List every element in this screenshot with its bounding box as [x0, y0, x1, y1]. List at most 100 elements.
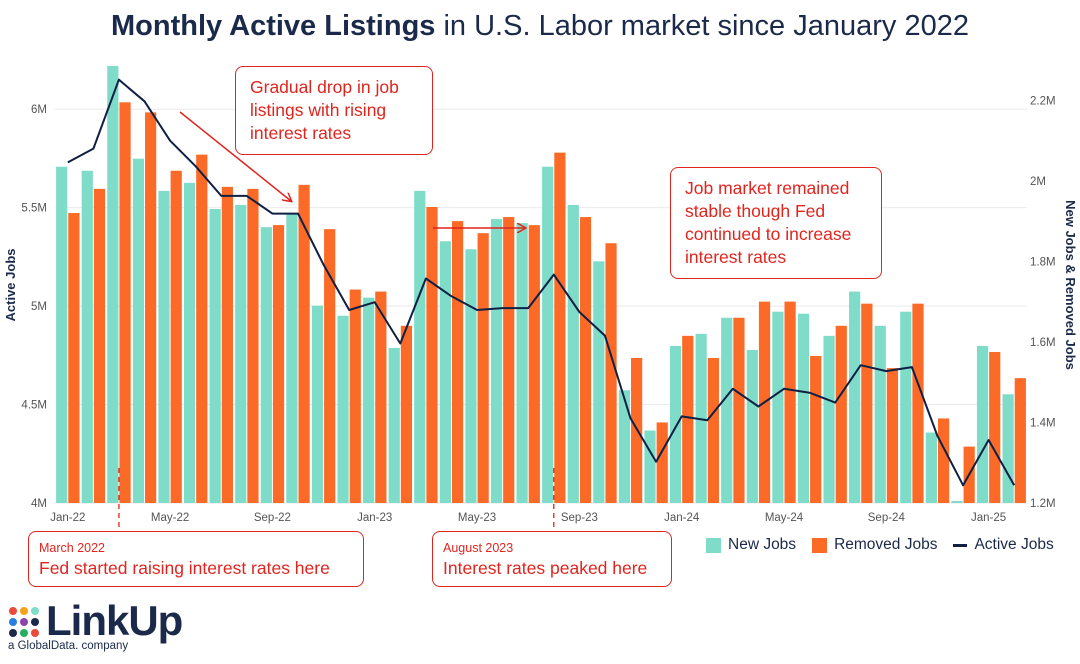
- removed-jobs-bar: [784, 301, 796, 503]
- removed-jobs-bar: [170, 170, 182, 503]
- march-2022-callout: March 2022 Fed started raising interest …: [28, 531, 364, 587]
- chart-title-rest: in U.S. Labor market since January 2022: [435, 10, 969, 42]
- legend: New Jobs Removed Jobs Active Jobs: [706, 536, 1054, 554]
- x-tick-label: Sep-22: [254, 512, 291, 524]
- x-tick-label: Sep-24: [868, 512, 906, 524]
- x-tick-label: Jan-23: [357, 512, 392, 524]
- new-jobs-bar: [183, 182, 196, 503]
- left-tick-label: 5.5M: [21, 203, 47, 215]
- removed-jobs-bar: [682, 335, 694, 503]
- legend-active-jobs: Active Jobs: [953, 536, 1054, 554]
- august-2023-callout: August 2023 Interest rates peaked here: [432, 531, 672, 587]
- removed-jobs-bar: [937, 418, 950, 503]
- legend-removed-jobs: Removed Jobs: [812, 536, 937, 554]
- chart-title-bold: Monthly Active Listings: [111, 10, 436, 42]
- new-jobs-bar: [669, 345, 682, 503]
- new-jobs-bar: [925, 432, 937, 503]
- new-jobs-bar: [1002, 394, 1014, 503]
- removed-jobs-bar: [400, 325, 413, 503]
- new-jobs-bar: [849, 291, 861, 503]
- right-tick-label: 1.2M: [1030, 498, 1056, 510]
- august-2023-date: August 2023: [443, 541, 514, 555]
- right-tick-label: 2.2M: [1030, 95, 1056, 107]
- removed-jobs-bar: [451, 221, 464, 503]
- new-jobs-bar: [593, 261, 605, 503]
- new-jobs-bar: [797, 313, 810, 503]
- new-jobs-bar: [209, 209, 221, 503]
- new-jobs-bar: [363, 297, 375, 503]
- brand-name: LinkUp: [46, 597, 183, 644]
- removed-jobs-bar: [221, 186, 233, 504]
- legend-active-jobs-label: Active Jobs: [974, 536, 1054, 553]
- new-jobs-bar: [158, 190, 170, 504]
- removed-jobs-bar: [247, 188, 259, 503]
- removed-jobs-bar: [68, 213, 80, 503]
- new-jobs-bar: [516, 223, 528, 503]
- new-jobs-bar: [976, 345, 989, 503]
- brand-tagline: a GlobalData. company: [8, 640, 129, 652]
- new-jobs-bar: [439, 241, 451, 503]
- chart-title: Monthly Active Listings in U.S. Labor ma…: [0, 10, 1080, 43]
- new-jobs-bar: [874, 325, 886, 503]
- new-jobs-bar: [542, 166, 554, 504]
- new-jobs-bar: [618, 390, 631, 503]
- new-jobs-bar: [951, 500, 963, 503]
- right-tick-label: 1.8M: [1030, 256, 1056, 268]
- linkup-dots-icon: [9, 607, 39, 637]
- new-jobs-bar: [746, 349, 758, 503]
- removed-jobs-bar: [503, 217, 515, 503]
- right-tick-label: 1.6M: [1030, 337, 1056, 349]
- x-tick-label: Sep-23: [561, 512, 598, 524]
- new-jobs-bar: [337, 315, 349, 503]
- left-axis-label: Active Jobs: [3, 249, 18, 322]
- removed-jobs-bar: [1014, 378, 1026, 503]
- removed-jobs-bar: [605, 243, 617, 503]
- new-jobs-bar: [721, 317, 733, 503]
- left-tick-label: 4.5M: [21, 400, 47, 412]
- x-tick-label: May-23: [458, 512, 496, 524]
- new-jobs-bar: [260, 227, 272, 503]
- left-tick-label: 5M: [31, 301, 47, 313]
- left-tick-label: 6M: [31, 104, 47, 116]
- new-jobs-bar: [81, 170, 93, 503]
- legend-new-jobs-label: New Jobs: [728, 536, 797, 553]
- new-jobs-bar: [567, 204, 579, 503]
- removed-jobs-bar: [835, 325, 847, 503]
- active-jobs-line: [67, 78, 1016, 487]
- x-tick-label: May-22: [151, 512, 189, 524]
- annotation-graphics: [118, 111, 555, 530]
- removed-jobs-bar: [93, 188, 106, 503]
- bars: [56, 66, 1026, 504]
- new-jobs-bar: [414, 190, 426, 504]
- removed-jobs-bar: [656, 422, 668, 503]
- stable-annotation: Job market remained stable though Fed co…: [670, 167, 882, 279]
- new-jobs-bar: [388, 347, 400, 503]
- x-tick-label: Jan-24: [664, 512, 700, 524]
- march-2022-date: March 2022: [39, 541, 106, 555]
- new-jobs-bar: [286, 213, 298, 503]
- removed-jobs-bar: [324, 229, 336, 504]
- axes: 4M 4.5M 5M 5.5M 6M 1.2M 1.4M 1.6M 1.8M 2M 2.2M Jan-…: [21, 95, 1055, 524]
- new-jobs-bar: [772, 311, 784, 503]
- removed-jobs-bar: [886, 368, 899, 503]
- removed-jobs-bar: [477, 233, 489, 503]
- new-jobs-bar: [107, 66, 119, 504]
- active-jobs-line-layer: [67, 78, 1016, 487]
- new-jobs-bar: [56, 166, 68, 504]
- removed-jobs-bar: [349, 289, 361, 503]
- new-jobs-bar: [132, 158, 145, 503]
- right-tick-label: 2M: [1030, 176, 1046, 188]
- removed-jobs-bar: [145, 112, 157, 503]
- right-axis-label: New Jobs & Removed Jobs: [1063, 200, 1078, 370]
- new-jobs-bar: [465, 249, 477, 503]
- new-jobs-bar: [823, 335, 835, 503]
- new-jobs-bar: [644, 430, 656, 503]
- x-tick-label: May-24: [765, 512, 804, 524]
- removed-jobs-bar: [554, 152, 566, 504]
- legend-removed-jobs-label: Removed Jobs: [834, 536, 938, 553]
- removed-jobs-bar: [912, 303, 924, 503]
- x-tick-label: Jan-22: [50, 512, 85, 524]
- legend-new-jobs-swatch: [706, 537, 721, 553]
- right-tick-label: 1.4M: [1030, 417, 1056, 429]
